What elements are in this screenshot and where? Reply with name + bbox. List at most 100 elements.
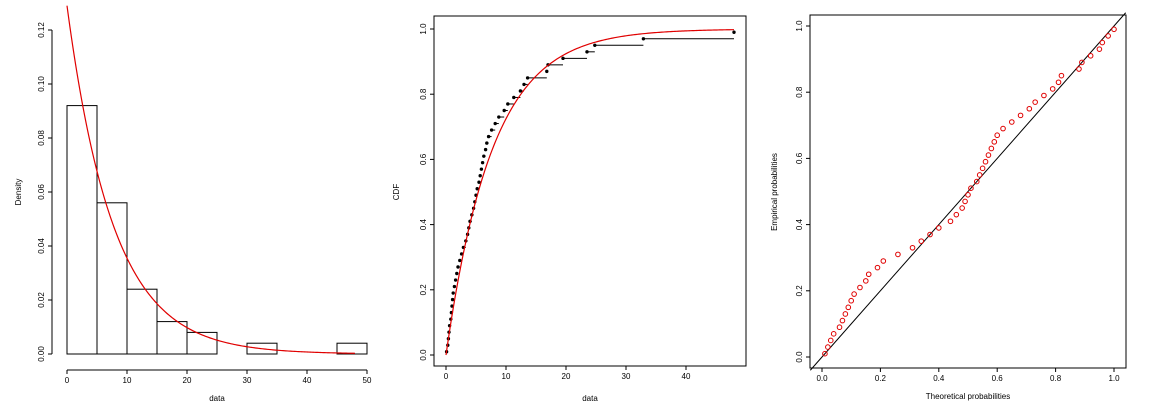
- y-tick-label: 0.2: [795, 285, 804, 297]
- pp-point: [839, 317, 846, 324]
- pp-point: [827, 337, 834, 344]
- plot-frame: [809, 14, 1127, 369]
- pp-point: [979, 165, 986, 172]
- pp-point: [962, 198, 968, 205]
- ecdf-point: [485, 141, 489, 145]
- x-axis-title: Theoretical probabilities: [926, 392, 1011, 401]
- ecdf-point: [732, 30, 736, 34]
- pp-point: [1009, 119, 1015, 125]
- pp-point: [994, 132, 1001, 139]
- x-tick-label: 10: [502, 372, 511, 381]
- pp-point: [1026, 105, 1033, 112]
- ecdf-point: [475, 187, 479, 191]
- y-tick-label: 1.0: [795, 20, 804, 32]
- y-tick-label: 0.06: [37, 184, 46, 200]
- cdf-panel: 0 10 20 30 40 0.0 0.2 0.4 0.6 0.8 1.0 data CDF: [392, 15, 747, 403]
- histogram-panel: 0 10 20 30 40 50 0.00 0.02 0.04 0.06 0.08 0.10 0.12 d…: [14, 5, 372, 403]
- y-tick-label: 0.4: [795, 218, 804, 230]
- pp-point: [830, 331, 837, 337]
- y-tick-label: 0.12: [37, 22, 46, 38]
- y-axis-title: CDF: [392, 184, 401, 201]
- ecdf-point: [489, 128, 494, 132]
- pp-point: [968, 185, 974, 191]
- pp-point: [959, 205, 965, 211]
- y-axis-title: Density: [14, 179, 23, 206]
- ecdf-point: [506, 102, 510, 106]
- y-axis-title: Empirical probabilities: [770, 153, 779, 231]
- pp-point: [880, 258, 887, 264]
- ecdf-point: [480, 160, 485, 165]
- ecdf-point: [502, 108, 506, 113]
- x-tick-label: 50: [363, 376, 372, 385]
- fitted-density-curve: [66, 5, 356, 354]
- y-tick-label: 0.6: [419, 153, 428, 165]
- pp-point: [842, 311, 849, 317]
- pp-point: [982, 158, 989, 165]
- ecdf-point: [522, 82, 526, 87]
- pp-point: [909, 244, 916, 251]
- pp-point: [1099, 39, 1106, 46]
- ecdf-point: [451, 291, 455, 295]
- pp-point: [1041, 92, 1047, 99]
- pp-point: [1079, 59, 1085, 66]
- ecdf-point: [525, 76, 530, 80]
- pp-point: [822, 350, 828, 357]
- y-tick-label: 0.8: [795, 86, 804, 98]
- ecdf-point: [479, 167, 484, 171]
- reference-line: [809, 12, 1127, 371]
- x-tick-label: 20: [562, 372, 571, 381]
- ecdf-point: [493, 121, 497, 126]
- histogram-bar: [66, 105, 98, 355]
- ecdf-point: [518, 89, 523, 93]
- pp-point: [895, 251, 901, 258]
- y-tick-label: 0.0: [795, 351, 804, 363]
- y-tick-label: 0.10: [37, 76, 46, 92]
- y-tick-label: 0.02: [37, 292, 46, 308]
- ecdf-point: [477, 180, 481, 184]
- pp-point: [874, 264, 881, 271]
- pp-point: [857, 284, 863, 291]
- pp-point: [1058, 72, 1065, 79]
- ecdf-point: [455, 271, 459, 276]
- pp-point: [1049, 86, 1056, 92]
- ecdf-point: [459, 252, 464, 256]
- pp-point: [1096, 46, 1103, 52]
- pp-point: [845, 304, 852, 311]
- x-tick-label: 30: [243, 376, 252, 385]
- y-tick-label: 0.08: [37, 130, 46, 146]
- histogram-bar: [186, 331, 218, 355]
- pp-point: [1017, 112, 1024, 119]
- histogram-bar: [156, 321, 188, 355]
- y-tick-label: 0.2: [419, 284, 428, 296]
- pp-point: [863, 278, 869, 284]
- pp-point: [985, 152, 992, 158]
- fitted-cdf-curve: [445, 29, 735, 356]
- pp-point: [965, 192, 971, 198]
- pp-point: [947, 218, 954, 225]
- pp-point: [991, 139, 998, 145]
- pp-point: [927, 231, 933, 238]
- y-tick-label: 0.4: [419, 218, 428, 230]
- pp-point: [1032, 99, 1038, 105]
- ecdf-point: [478, 174, 482, 178]
- ecdf-point: [593, 43, 597, 47]
- x-tick-label: 0.4: [933, 374, 945, 383]
- pp-point: [918, 238, 925, 244]
- x-tick-label: 1.0: [1108, 374, 1120, 383]
- x-tick-label: 10: [123, 376, 132, 385]
- pp-point: [1087, 52, 1094, 59]
- x-tick-label: 0: [65, 376, 70, 385]
- y-tick-label: 0.00: [37, 346, 46, 362]
- pp-point: [1055, 79, 1062, 86]
- ecdf-point: [453, 278, 458, 282]
- y-tick-label: 0.04: [37, 238, 46, 254]
- y-tick-label: 1.0: [419, 23, 428, 35]
- ecdf-point: [486, 134, 491, 139]
- x-tick-label: 0.0: [816, 374, 828, 383]
- pp-point: [865, 271, 872, 278]
- ecdf-point: [482, 154, 486, 158]
- x-tick-label: 20: [183, 376, 192, 385]
- x-tick-label: 30: [622, 372, 631, 381]
- ecdf-point: [450, 297, 455, 302]
- pp-point: [1076, 66, 1082, 72]
